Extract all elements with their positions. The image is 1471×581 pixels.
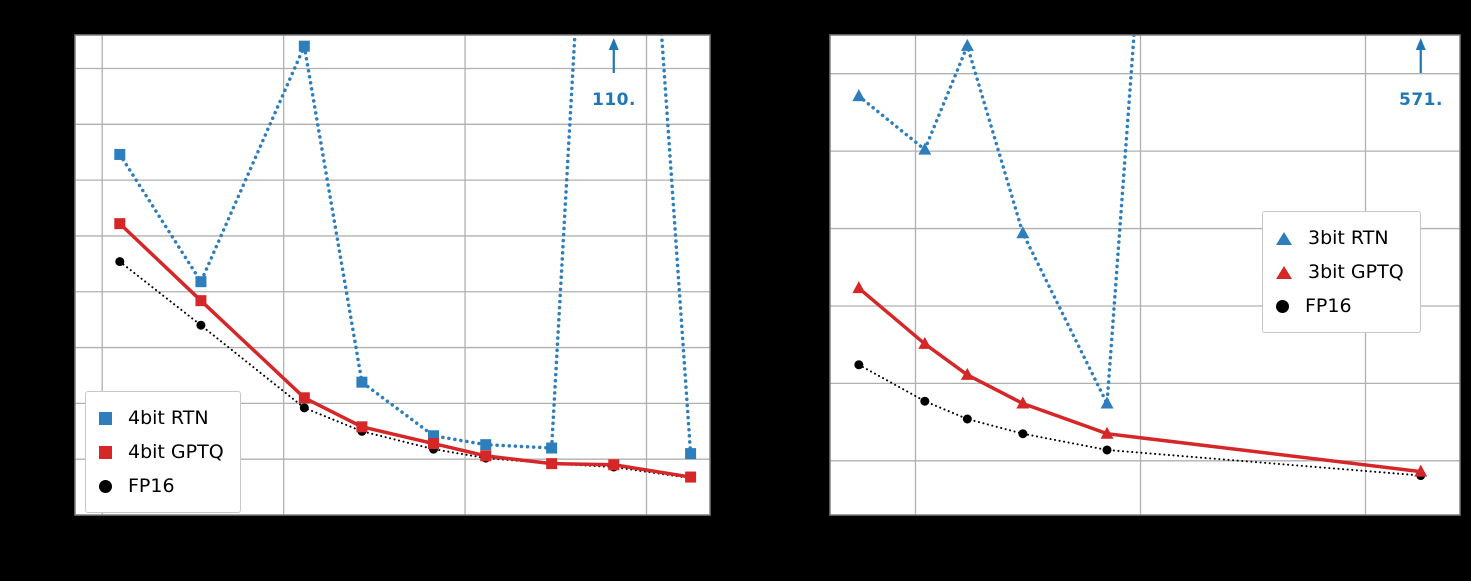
legend-item: 4bit GPTQ <box>99 435 224 469</box>
legend-item: 3bit RTN <box>1276 221 1404 255</box>
legend-left-chart: 4bit RTN 4bit GPTQ FP16 <box>85 391 241 513</box>
data-point-marker <box>298 40 310 52</box>
series-line <box>118 260 692 480</box>
data-point-marker <box>852 281 866 294</box>
data-point-marker <box>428 430 440 442</box>
data-point-marker <box>852 89 866 102</box>
legend-right-chart: 3bit RTN 3bit GPTQ FP16 <box>1262 211 1421 333</box>
plot-border <box>829 34 1461 516</box>
data-point-marker <box>114 218 126 230</box>
data-point-marker <box>960 367 974 380</box>
data-point-marker <box>428 438 440 450</box>
data-point-marker <box>1016 396 1030 409</box>
data-point-marker <box>195 295 207 307</box>
data-point-marker <box>196 320 206 330</box>
up-arrow-icon <box>608 38 619 73</box>
data-point-marker <box>298 392 310 404</box>
data-point-marker <box>115 257 125 267</box>
legend-label: 3bit GPTQ <box>1308 261 1404 283</box>
series-group <box>852 35 1428 481</box>
data-point-marker <box>1102 445 1112 455</box>
gptq-series-marker-icon <box>99 445 112 459</box>
legend-label: 4bit RTN <box>128 407 209 429</box>
data-point-marker <box>918 142 932 155</box>
data-point-marker <box>960 38 974 51</box>
series-group <box>114 35 697 483</box>
data-point-marker <box>480 439 492 451</box>
data-point-marker <box>299 403 309 413</box>
legend-item: FP16 <box>99 469 224 503</box>
series-line <box>857 286 1423 474</box>
data-point-marker <box>685 448 697 460</box>
gptq-series-marker-icon <box>1276 265 1292 279</box>
data-point-marker <box>918 336 932 349</box>
series-line <box>857 363 1422 477</box>
legend-label: FP16 <box>128 475 175 497</box>
offchart-value-annotation: 571. <box>1399 90 1443 110</box>
data-point-marker <box>114 148 126 160</box>
data-point-marker <box>1414 464 1428 477</box>
legend-label: 4bit GPTQ <box>128 441 224 463</box>
data-point-marker <box>962 414 972 424</box>
fp16-series-marker-icon <box>99 479 112 493</box>
data-point-marker <box>1016 226 1030 239</box>
data-point-marker <box>546 442 558 454</box>
series-line <box>118 35 693 456</box>
data-point-marker <box>1100 396 1114 409</box>
offchart-value-annotation: 110. <box>592 90 636 110</box>
data-point-marker <box>356 421 368 433</box>
data-point-marker <box>1100 426 1114 439</box>
data-point-marker <box>546 458 558 470</box>
legend-label: FP16 <box>1305 295 1352 317</box>
gridlines <box>75 35 710 515</box>
plot-border <box>74 34 711 516</box>
legend-item: FP16 <box>1276 289 1404 323</box>
legend-item: 3bit GPTQ <box>1276 255 1404 289</box>
data-point-marker <box>356 376 368 388</box>
up-arrow-icon <box>1415 38 1426 73</box>
legend-label: 3bit RTN <box>1308 227 1389 249</box>
data-point-marker <box>854 360 864 370</box>
data-point-marker <box>480 450 492 462</box>
rtn-series-marker-icon <box>1276 231 1292 245</box>
data-point-marker <box>1018 429 1028 439</box>
legend-item: 4bit RTN <box>99 401 224 435</box>
data-point-marker <box>685 471 697 483</box>
fp16-series-marker-icon <box>1276 299 1289 313</box>
data-point-marker <box>608 459 620 471</box>
data-point-marker <box>195 276 207 288</box>
data-point-marker <box>920 396 930 406</box>
rtn-series-marker-icon <box>99 411 112 425</box>
